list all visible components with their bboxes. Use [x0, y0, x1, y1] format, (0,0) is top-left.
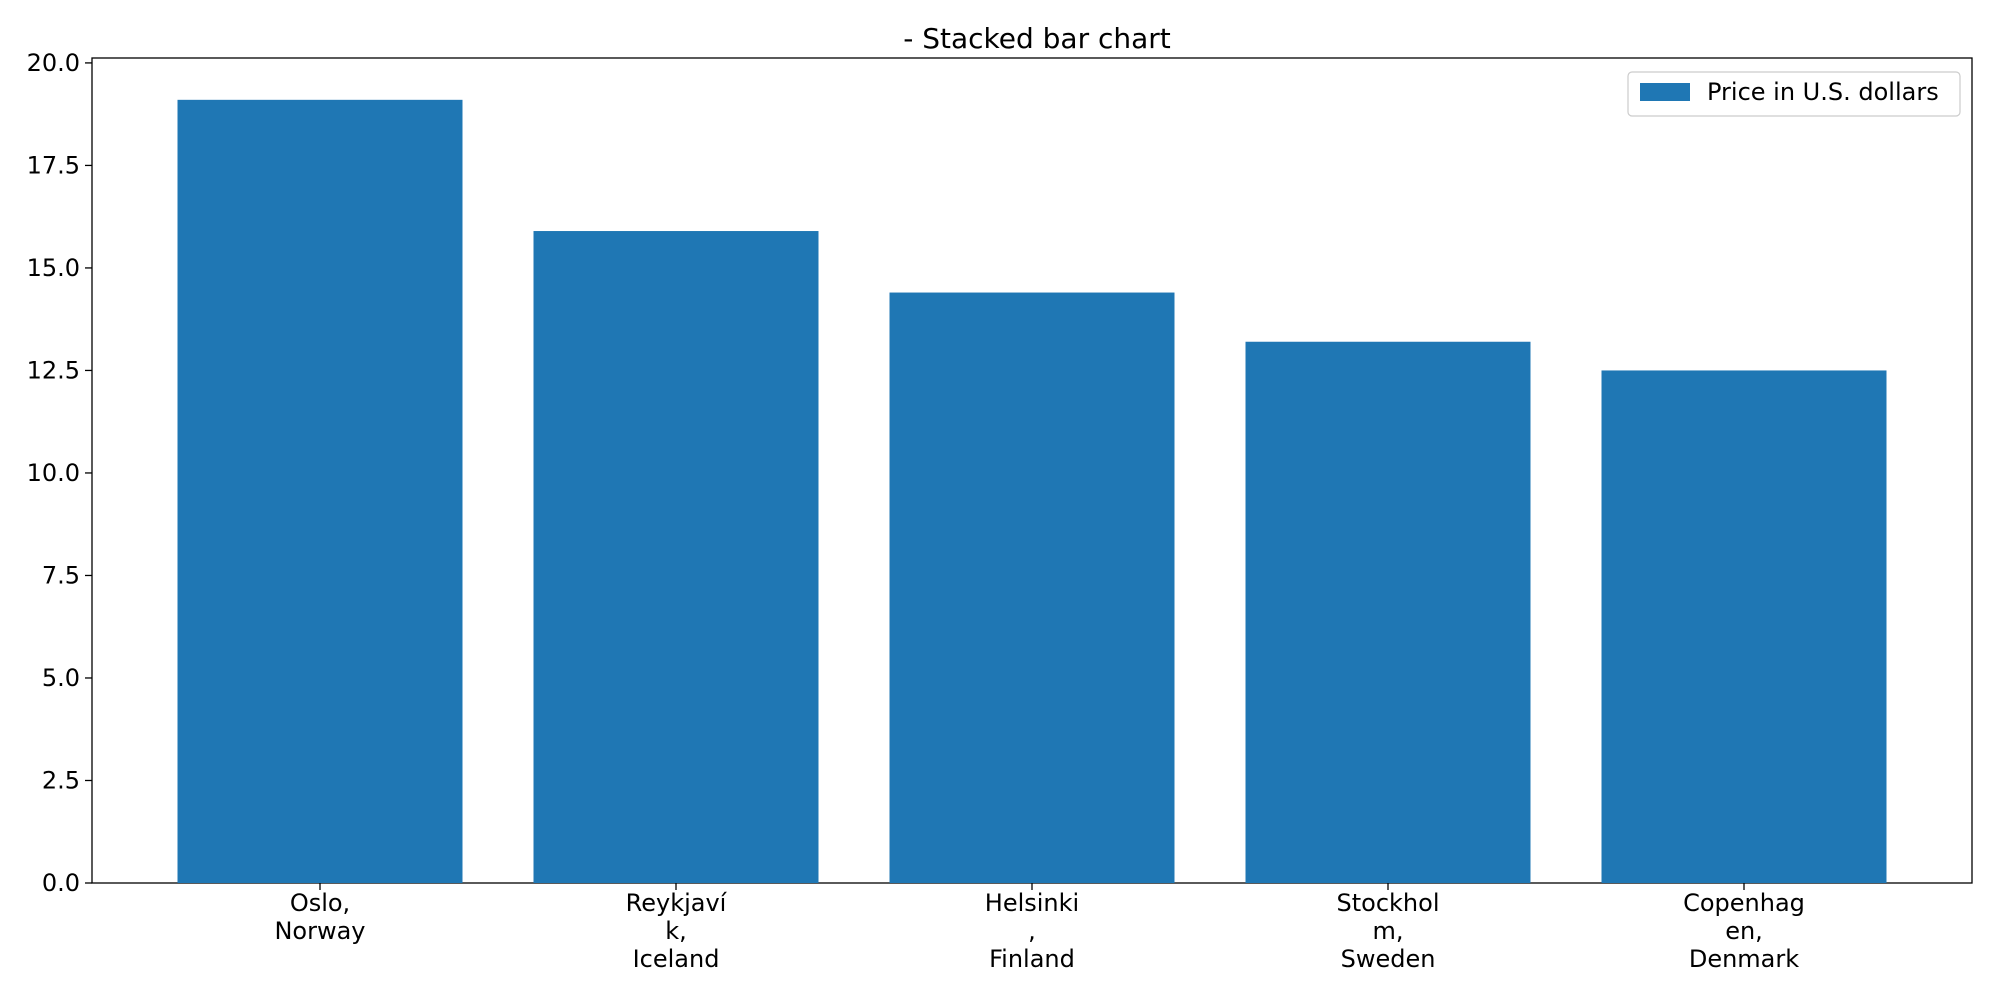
legend-swatch: [1640, 83, 1690, 101]
x-tick-label: ,: [1028, 917, 1036, 945]
bar-3: [889, 292, 1175, 884]
x-tick-label: Copenhag: [1683, 889, 1805, 917]
y-tick-label: 10.0: [27, 459, 80, 487]
y-tick-label: 20.0: [27, 49, 80, 77]
x-tick-label: Helsinki: [985, 889, 1079, 917]
y-tick-label: 12.5: [27, 356, 80, 384]
legend-box: [1627, 71, 1961, 117]
x-tick-label: Reykjaví: [626, 889, 728, 917]
x-tick-label: k,: [665, 917, 687, 945]
x-tick-label: Denmark: [1689, 945, 1799, 973]
legend: Price in U.S. dollars: [1627, 71, 1961, 117]
x-tick-label: en,: [1725, 917, 1763, 945]
legend-label: Price in U.S. dollars: [1707, 78, 1939, 106]
bar-1: [177, 99, 463, 884]
x-tick-label: m,: [1372, 917, 1403, 945]
x-tick-label: Finland: [989, 945, 1075, 973]
x-tick-label: Iceland: [633, 945, 720, 973]
bar-5: [1601, 370, 1887, 883]
y-tick-label: 15.0: [27, 254, 80, 282]
y-tick-label: 7.5: [42, 561, 80, 589]
y-tick-label: 0.0: [42, 869, 80, 897]
y-tick-label: 5.0: [42, 664, 80, 692]
y-tick-label: 2.5: [42, 766, 80, 794]
x-tick-label: Sweden: [1341, 945, 1436, 973]
x-tick-label: Stockhol: [1337, 889, 1440, 917]
x-tick-label: Norway: [274, 917, 365, 945]
x-tick-label: Oslo,: [290, 889, 350, 917]
bar-2: [533, 231, 819, 884]
bar-4: [1245, 341, 1531, 883]
y-tick-label: 17.5: [27, 151, 80, 179]
chart-title: - Stacked bar chart: [903, 22, 1171, 55]
